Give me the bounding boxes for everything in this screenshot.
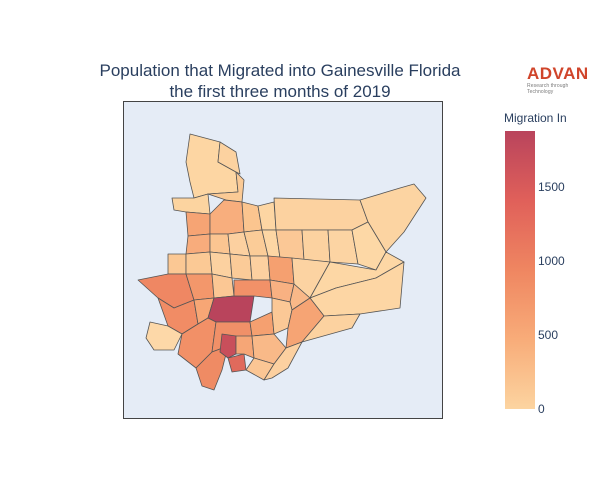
tract[interactable] bbox=[209, 233, 231, 255]
map-svg bbox=[137, 133, 427, 391]
advan-logo: ADVAN Research through Technology bbox=[527, 64, 595, 96]
tract[interactable] bbox=[211, 273, 235, 299]
tract[interactable] bbox=[229, 253, 253, 281]
colorbar-tick-label: 1500 bbox=[538, 180, 565, 195]
tract[interactable] bbox=[249, 255, 271, 281]
map-title: Population that Migrated into Gainesvill… bbox=[40, 60, 520, 102]
colorbar-title: Migration In bbox=[504, 111, 567, 125]
tract[interactable] bbox=[167, 253, 187, 275]
tract[interactable] bbox=[235, 335, 255, 359]
tract[interactable] bbox=[145, 321, 183, 351]
tract[interactable] bbox=[219, 333, 237, 359]
tract[interactable] bbox=[185, 233, 211, 255]
colorbar-tick-label: 1000 bbox=[538, 254, 565, 269]
tract[interactable] bbox=[263, 341, 303, 381]
tract[interactable] bbox=[209, 199, 245, 235]
tract[interactable] bbox=[207, 295, 255, 323]
tract[interactable] bbox=[301, 229, 331, 263]
tract[interactable] bbox=[273, 197, 369, 231]
tract[interactable] bbox=[185, 211, 211, 237]
tract[interactable] bbox=[275, 229, 305, 261]
map-title-line-2: the first three months of 2019 bbox=[169, 82, 391, 101]
colorbar-tick-label: 500 bbox=[538, 328, 559, 343]
choropleth-map[interactable] bbox=[123, 101, 443, 419]
tract[interactable] bbox=[301, 313, 361, 343]
tract[interactable] bbox=[249, 311, 275, 337]
tract[interactable] bbox=[195, 345, 229, 391]
colorbar bbox=[505, 131, 535, 409]
tract[interactable] bbox=[171, 193, 211, 215]
tract[interactable] bbox=[217, 141, 241, 175]
logo-tagline: Research through Technology bbox=[527, 83, 569, 95]
tract[interactable] bbox=[267, 255, 295, 285]
logo-wordmark: ADVAN bbox=[527, 64, 589, 83]
tract[interactable] bbox=[233, 279, 273, 299]
tract[interactable] bbox=[185, 251, 213, 275]
map-title-line-1: Population that Migrated into Gainesvill… bbox=[99, 61, 461, 80]
colorbar-tick-label: 0 bbox=[538, 402, 545, 416]
